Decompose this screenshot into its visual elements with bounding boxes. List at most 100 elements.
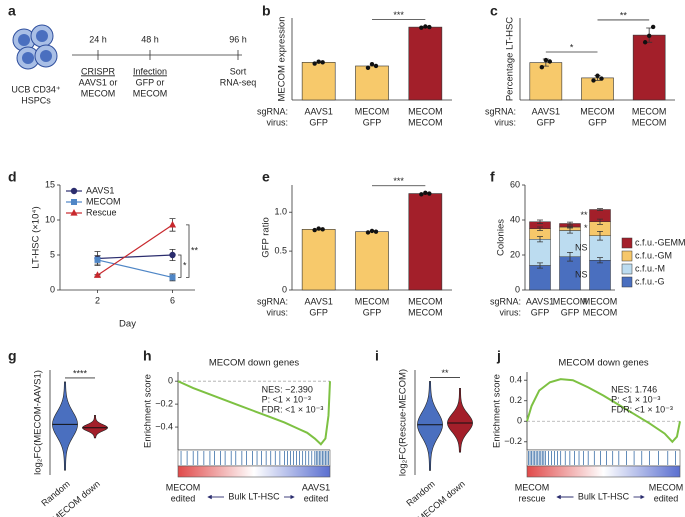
y-axis-label: Colonies <box>496 219 507 256</box>
significance-label: * <box>584 223 588 233</box>
data-point <box>373 63 379 69</box>
x-axis-label: Day <box>119 319 136 330</box>
x-tick-label: MECOM <box>408 296 443 306</box>
y-tick-label: 0 <box>517 416 522 426</box>
error-bar <box>597 218 603 225</box>
chart-title: MECOM down genes <box>558 358 649 369</box>
x-tick-label: MECOM <box>632 106 667 116</box>
error-bar <box>567 251 573 262</box>
data-point <box>312 227 317 233</box>
group-label: edited <box>654 493 679 503</box>
bar-segment <box>589 260 611 291</box>
y-tick-label: 1.0 <box>274 207 287 217</box>
bar-segment <box>529 239 551 266</box>
enrichment-curve <box>526 378 681 444</box>
step-detail: MECOM <box>133 88 168 98</box>
panel-label: e <box>262 169 270 185</box>
group-label: MECOM <box>515 482 550 492</box>
x-tick-label: GFP <box>309 117 328 127</box>
x-tick-label: MECOM <box>355 106 390 116</box>
time-label: 48 h <box>141 34 159 44</box>
x-tick-label: GFP <box>309 307 328 317</box>
y-axis-label: Enrichment score <box>143 374 154 448</box>
data-point <box>169 274 176 281</box>
source-label: UCB CD34⁺ <box>11 84 61 94</box>
time-label: 96 h <box>229 34 247 44</box>
significance-label: ** <box>580 210 588 220</box>
y-tick-label: 0 <box>50 284 55 294</box>
x-tick-label: 6 <box>170 295 175 305</box>
data-point <box>365 230 371 235</box>
x-tick-label: GFP <box>363 307 382 317</box>
enrichment-curve <box>177 380 331 446</box>
series-line <box>97 259 173 278</box>
legend-label: MECOM <box>86 196 121 206</box>
bar <box>355 231 389 291</box>
panel-label: g <box>8 348 17 364</box>
x-tick-label: MECOM <box>553 296 588 306</box>
x-tick-label: MECOM <box>583 307 618 317</box>
y-tick-label: 0.5 <box>274 245 287 255</box>
panel-a: a UCB CD34⁺ HSPCs 24 h 48 h 96 h CRISPR … <box>8 3 256 106</box>
time-label: 24 h <box>89 34 107 44</box>
data-point <box>646 33 652 39</box>
series-line <box>97 254 173 260</box>
error-bar <box>597 208 603 211</box>
data-point <box>427 24 432 30</box>
y-tick-label: 10 <box>45 214 55 224</box>
x-tick-label: GFP <box>588 117 607 127</box>
step-title: Infection <box>133 66 167 76</box>
y-axis-label: GFP ratio <box>261 217 272 257</box>
data-point <box>419 192 424 197</box>
y-tick-label: −0.2 <box>155 398 173 408</box>
x-tick-label: AAVS1 <box>304 106 332 116</box>
data-point <box>320 60 325 65</box>
bar <box>301 62 336 101</box>
row-label: sgRNA: <box>485 106 516 116</box>
panel-label: h <box>143 348 152 364</box>
violin <box>447 387 473 453</box>
cell-icon <box>12 24 58 70</box>
rank-axis-label: Bulk LT-HSC <box>578 491 630 501</box>
significance-bracket <box>186 224 190 278</box>
bar <box>408 26 443 101</box>
legend-label: AAVS1 <box>86 185 114 195</box>
y-axis-label: MECOM expression <box>277 17 288 102</box>
x-tick-label: AAVS1 <box>304 296 332 306</box>
error-bar <box>537 226 543 231</box>
stat-label: P: <1 × 10⁻³ <box>611 394 660 404</box>
row-label: virus: <box>499 307 521 317</box>
bar-segment <box>529 265 551 291</box>
x-tick-label: MECOM <box>355 296 390 306</box>
barcode-frame <box>526 449 681 467</box>
legend-marker <box>70 209 78 216</box>
nucleus <box>36 30 48 42</box>
error-bar <box>597 257 603 264</box>
stat-label: FDR: <1 × 10⁻³ <box>611 404 673 414</box>
x-tick-label: MECOM <box>580 106 615 116</box>
significance-label: NS <box>575 242 588 252</box>
error-bar <box>537 236 543 243</box>
data-point <box>539 65 545 70</box>
stat-label: NES: −2.390 <box>262 384 313 394</box>
y-axis-label: log₂FC(MECOM-AAVS1) <box>33 370 44 475</box>
y-axis-label: Enrichment score <box>492 374 503 448</box>
data-point <box>365 65 371 71</box>
error-bar <box>537 219 543 224</box>
legend-marker <box>70 187 78 195</box>
data-point <box>316 59 321 64</box>
data-point <box>599 76 604 81</box>
data-point <box>320 227 325 232</box>
nucleus <box>40 50 52 62</box>
error-bar <box>597 230 603 241</box>
row-label: sgRNA: <box>257 296 288 306</box>
x-tick-label: GFP <box>561 307 580 317</box>
y-tick-label: 0 <box>168 376 173 386</box>
violin <box>52 381 78 471</box>
y-tick-label: 40 <box>510 214 520 224</box>
bar <box>301 229 336 291</box>
panel-label: i <box>375 348 379 364</box>
data-point <box>94 256 101 263</box>
legend-label: c.f.u.-G <box>635 276 665 286</box>
